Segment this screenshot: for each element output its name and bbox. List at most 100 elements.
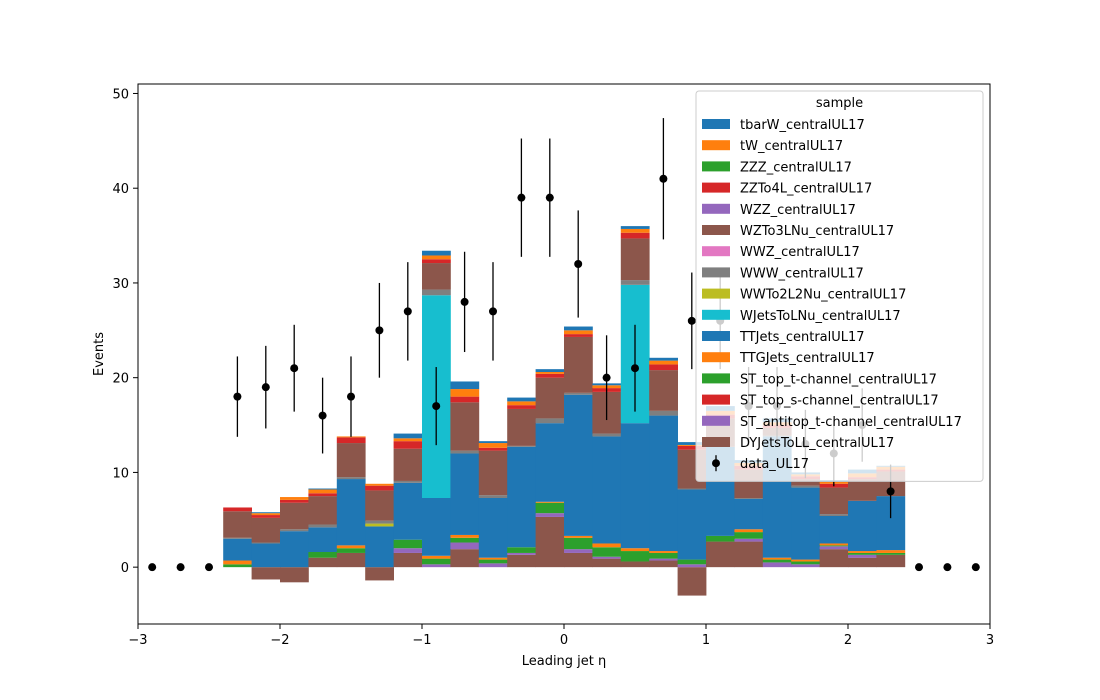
bar-segment [677,488,707,490]
bar-segment [507,552,536,555]
data-point [886,487,895,496]
bar-segment [649,360,678,365]
bar-segment [422,250,451,256]
bar-segment [535,377,565,419]
legend-label: WWW_centralUL17 [740,266,864,281]
data-point [261,383,270,392]
bar-segment [223,511,252,538]
bar-segment [450,549,480,568]
legend-label: DYJetsToLL_centralUL17 [740,436,894,451]
data-point [517,193,526,202]
bar-segment [535,502,565,514]
data-point [460,297,469,306]
bar-segment [507,547,536,553]
bar-segment [677,489,707,560]
bar-segment [734,541,764,568]
bar-segment [308,489,338,494]
bar-segment [791,479,820,486]
bar-segment [251,543,281,568]
bar-segment [507,401,536,406]
bar-segment [649,552,678,559]
legend-swatch [702,288,730,299]
bar-segment [535,423,565,502]
bar-segment [507,446,536,548]
bar-segment [791,561,820,565]
y-tick-label: 0 [121,561,129,576]
bar-segment [450,534,480,538]
bar-segment [478,447,508,451]
bar-segment [649,415,678,552]
y-axis-label: Events [92,332,107,376]
bar-segment [819,549,849,568]
legend-swatch [702,182,730,193]
bar-segment [393,441,423,449]
bar-segment [422,498,451,556]
legend-label: WWZ_centralUL17 [740,245,860,260]
legend-swatch [702,437,730,447]
stacked-bars [223,226,906,596]
bar-segment [251,542,281,544]
bar-segment [365,520,394,524]
bar-segment [819,516,849,544]
bar-segment [564,336,593,393]
bar-segment [706,535,735,542]
bar-segment [620,551,650,562]
data-point [347,392,355,401]
legend-swatch [702,225,730,235]
bar-segment [819,545,849,547]
bar-segment [677,444,707,446]
bar-segment [848,552,877,555]
bar-segment [422,564,451,568]
bar-segment [620,228,650,233]
bar-segment [564,549,593,553]
legend-label: WZZ_centralUL17 [740,203,856,218]
bar-segment [336,436,366,438]
bar-segment [450,402,480,451]
legend-swatch [702,267,730,278]
bar-segment [223,560,252,565]
bar-segment [791,564,820,568]
bar-segment [592,547,622,557]
data-point [432,402,441,411]
bar-segment [393,548,423,553]
bar-segment [223,564,252,568]
legend-label: ST_antitop_t-channel_centralUL17 [740,415,962,430]
data-point [915,563,923,572]
bar-segment [450,381,480,390]
data-point [290,364,299,373]
bar-segment [450,450,480,454]
bar-segment [564,330,593,335]
bar-segment [592,436,622,544]
data-point [943,563,952,572]
bar-segment [478,559,508,564]
legend-data-marker [712,459,720,468]
x-axis: −3 −2 −1 0 1 2 3 [128,624,994,648]
bar-segment [393,448,423,481]
legend-label: TTGJets_centralUL17 [739,351,875,366]
data-point [545,193,554,202]
bar-segment [336,545,366,549]
bar-segment [734,532,764,539]
y-tick-label: 20 [112,372,129,387]
legend-swatch [702,373,730,384]
legend-swatch [702,331,730,341]
legend-label: WZTo3LNu_centralUL17 [740,224,894,239]
bar-segment [393,480,423,483]
bar-segment [876,550,906,553]
legend-label: data_UL17 [740,457,809,472]
bar-segment [478,443,508,448]
bar-segment [308,552,338,558]
legend-box [695,90,984,482]
legend-swatch [702,203,730,214]
legend-swatch [702,309,730,320]
bar-segment [734,538,764,542]
legend-label: ST_top_t-channel_centralUL17 [740,372,937,387]
bar-segment [223,538,252,561]
bar-segment [677,442,707,445]
legend-title: sample [816,96,863,111]
bar-segment [706,541,735,568]
data-point [574,260,583,268]
data-point [971,563,980,572]
bar-segment [592,433,622,437]
bar-segment [592,556,622,559]
